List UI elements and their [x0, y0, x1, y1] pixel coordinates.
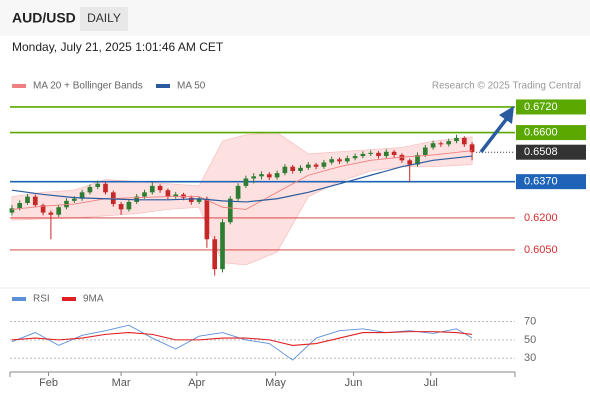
candle-body — [352, 156, 358, 159]
legend-label: 9MA — [83, 294, 104, 305]
candle-body — [313, 164, 319, 167]
legend-swatch — [156, 84, 170, 88]
candle-body — [64, 200, 69, 208]
candle-body — [48, 212, 54, 215]
candle-body — [118, 204, 124, 210]
level-box — [516, 144, 586, 160]
candle-body — [165, 190, 171, 197]
candle-body — [157, 185, 163, 191]
candle-body — [17, 202, 23, 209]
series-line — [11, 324, 473, 361]
x-tick-label: Jun — [345, 377, 363, 389]
legend-label: RSI — [33, 294, 50, 305]
candle-body — [290, 166, 296, 171]
candle-body — [235, 185, 241, 199]
candle-body — [415, 154, 420, 165]
x-tick-label: May — [265, 377, 286, 389]
candle-body — [204, 198, 210, 240]
candle-body — [25, 196, 30, 203]
x-tick-label: Mar — [112, 377, 131, 389]
candle-body — [337, 159, 342, 162]
candle-body — [360, 153, 366, 157]
candle-body — [422, 147, 428, 155]
period-badge — [80, 7, 128, 31]
candle-body — [305, 164, 311, 168]
candle-body — [196, 198, 202, 202]
candle-body — [391, 151, 397, 155]
level-box — [516, 99, 586, 115]
level-label: 0.6200 — [524, 212, 558, 224]
symbol: AUD/USD — [12, 10, 76, 26]
forecast-arrow — [479, 115, 510, 154]
candle-body — [469, 144, 475, 153]
legend-swatch — [62, 297, 76, 301]
candle-body — [212, 239, 218, 270]
level-label: 0.6508 — [524, 146, 558, 158]
candle-body — [103, 183, 108, 193]
legend-swatch — [12, 84, 26, 88]
candle-body — [251, 176, 257, 179]
y-tick-label: 30 — [524, 352, 536, 364]
period: DAILY — [87, 11, 121, 25]
candle-body — [266, 174, 272, 178]
ma-line — [11, 150, 473, 210]
candle-body — [454, 137, 459, 142]
candle-body — [227, 198, 233, 223]
series-line — [11, 331, 473, 346]
candle-body — [282, 166, 288, 174]
forecast-arrow-head — [499, 106, 514, 124]
candle-body — [56, 207, 62, 215]
level-box — [516, 125, 586, 141]
candle-body — [149, 185, 155, 193]
candle-body — [321, 162, 327, 167]
candle-body — [220, 222, 225, 270]
candle-body — [446, 141, 452, 145]
candle-body — [40, 205, 46, 213]
candle-body — [87, 186, 93, 193]
y-tick-label: 50 — [524, 334, 536, 346]
candle-body — [407, 160, 413, 165]
candle-body — [188, 197, 194, 202]
candle-body — [142, 192, 147, 197]
candle-body — [368, 152, 374, 154]
ma-line — [11, 155, 473, 203]
x-tick-label: Jul — [424, 377, 438, 389]
credit: Research © 2025 Trading Central — [432, 81, 581, 92]
candle-body — [383, 151, 389, 157]
candle-body — [274, 173, 280, 178]
candle-body — [430, 143, 436, 148]
level-label: 0.6370 — [524, 176, 558, 188]
level-label: 0.6050 — [524, 244, 558, 256]
candle-body — [461, 137, 467, 145]
candle-body — [71, 198, 77, 201]
candle-body — [9, 208, 15, 213]
candle-body — [95, 183, 101, 187]
level-label: 0.6600 — [524, 126, 558, 138]
candle-body — [259, 174, 264, 177]
candle-body — [329, 159, 335, 163]
candle-body — [438, 143, 444, 145]
candle-body — [399, 154, 405, 161]
candle-body — [126, 201, 132, 210]
candle-body — [79, 192, 85, 199]
timestamp: Monday, July 21, 2025 1:01:46 AM CET — [12, 40, 224, 54]
bollinger-band — [11, 132, 473, 266]
legend-swatch — [12, 297, 26, 301]
candle-body — [32, 196, 38, 206]
candle-body — [243, 178, 249, 186]
x-tick-label: Apr — [188, 377, 205, 389]
candle-body — [298, 167, 303, 171]
legend-label: MA 50 — [177, 81, 206, 92]
candle-body — [173, 194, 179, 197]
level-box — [516, 174, 586, 190]
level-label: 0.6720 — [524, 101, 558, 113]
candle-body — [344, 158, 350, 162]
legend-label: MA 20 + Bollinger Bands — [33, 81, 143, 92]
y-tick-label: 70 — [524, 315, 536, 327]
candle-body — [376, 152, 381, 157]
candle-body — [181, 194, 186, 198]
x-tick-label: Feb — [39, 377, 58, 389]
